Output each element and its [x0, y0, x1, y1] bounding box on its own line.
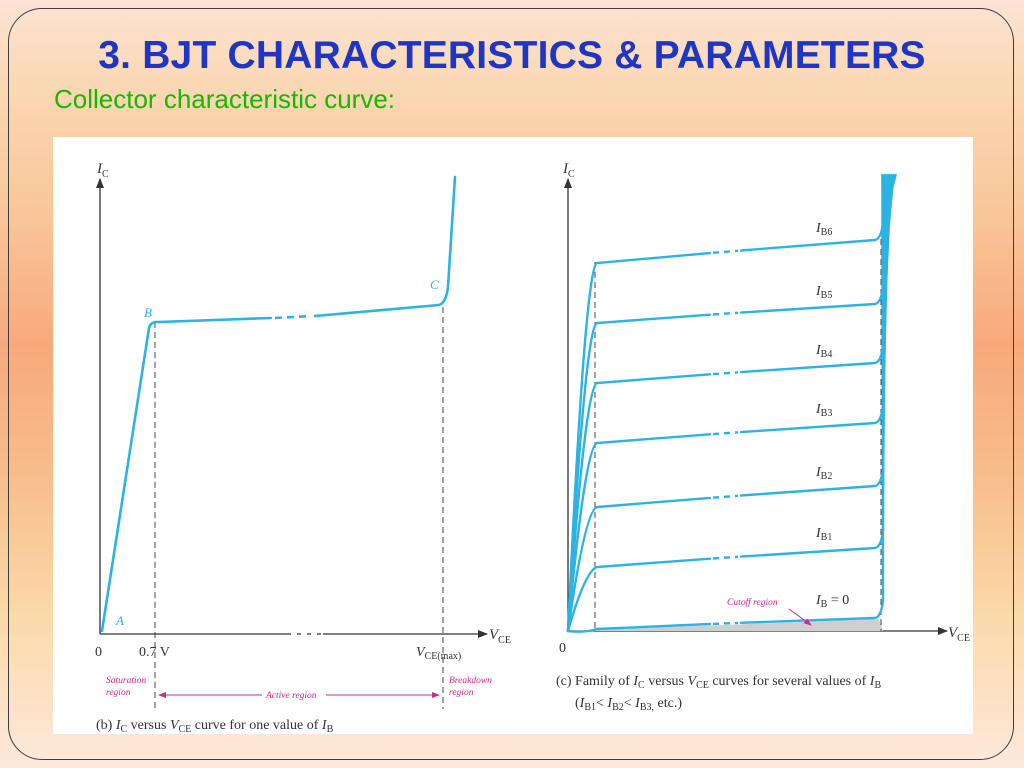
diagram-c-caption-line2: (IB1< IB2< IB3, etc.) [575, 696, 682, 713]
diagram-b-caption: (b) IC versus VCE curve for one value of… [96, 718, 334, 734]
diagram-b-tick-vcemax: VCE(max) [416, 645, 461, 662]
ib-curve-label-5: IB1 [815, 526, 832, 543]
ib-curve-label-1: IB5 [815, 284, 832, 301]
ib-curve-label-3: IB3 [815, 402, 832, 419]
diagram-c-y-axis-label: IC [562, 161, 575, 180]
ib-curve-break-3 [712, 431, 739, 436]
diagram-c-cutoff-arrow [788, 608, 812, 626]
slide-title: 3. BJT CHARACTERISTICS & PARAMETERS [98, 34, 926, 77]
diagram-b: IC VCE A B C 0 0.7 V VCE(max) Saturation… [95, 161, 511, 734]
diagram-b-point-a: A [115, 613, 124, 628]
diagram-b-active-label: Active region [265, 691, 317, 701]
ib-curve-label-0: IB6 [815, 221, 832, 238]
ib-curve-break-5 [712, 555, 739, 560]
diagram-c-curve-family [566, 173, 897, 633]
ib-curve-0 [566, 173, 897, 633]
diagram-b-tick-07v: 0.7 V [139, 645, 170, 660]
diagram-b-point-c: C [430, 277, 439, 292]
diagram-b-ic-curve [100, 175, 457, 633]
ib-curve-label-2: IB4 [815, 343, 832, 360]
ib-curve-break-2 [712, 371, 739, 376]
ib-curve-break-1 [712, 311, 739, 316]
diagram-b-curve-break [274, 314, 312, 320]
diagram-b-breakdown-label: Breakdown region [449, 676, 492, 698]
slide-subtitle: Collector characteristic curve: [54, 84, 395, 114]
figure-panel: IC VCE A B C 0 0.7 V VCE(max) Saturation… [53, 137, 973, 734]
diagram-c-curve-labels: IB6 IB5 IB4 IB3 IB2 IB1 IB = 0 [815, 221, 849, 610]
ib-curve-label-6: IB = 0 [815, 593, 849, 610]
characteristic-curves-figure: IC VCE A B C 0 0.7 V VCE(max) Saturation… [95, 161, 970, 734]
diagram-b-point-b: B [144, 305, 152, 320]
diagram-b-active-label-bg [262, 687, 326, 701]
diagram-c: IC VCE 0 IB6 IB5 IB4 IB3 IB2 IB1 IB = 0 Cutoff… [556, 161, 970, 713]
ib-curve-break-4 [712, 494, 739, 499]
diagram-b-origin-label: 0 [95, 645, 102, 660]
diagram-c-x-axis-label: VCE [948, 625, 970, 644]
ib-curve-break-0 [712, 249, 739, 254]
ib-curve-break-6 [712, 621, 739, 626]
diagram-c-origin-label: 0 [559, 641, 566, 656]
diagram-b-saturation-label: Saturation region [106, 676, 146, 698]
diagram-b-x-axis-label: VCE [489, 627, 511, 646]
diagram-b-y-axis-label: IC [96, 161, 109, 180]
ib-curve-label-4: IB2 [815, 465, 832, 482]
diagram-c-cutoff-label: Cutoff region [727, 597, 778, 608]
slide-frame [8, 8, 1014, 760]
ib-curve-6 [566, 173, 885, 633]
diagram-c-caption-line1: (c) Family of IC versus VCE curves for s… [556, 674, 881, 691]
